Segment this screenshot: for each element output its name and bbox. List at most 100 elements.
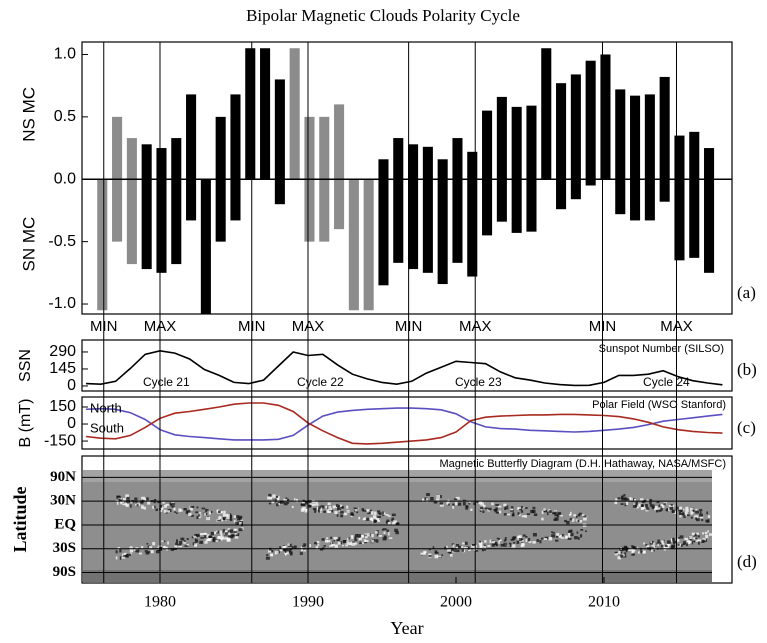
texture bbox=[446, 502, 448, 505]
texture bbox=[331, 542, 333, 544]
texture bbox=[161, 540, 164, 542]
cycle-label: Cycle 23 bbox=[455, 375, 502, 389]
texture bbox=[188, 513, 191, 516]
texture bbox=[371, 540, 374, 543]
texture bbox=[120, 556, 122, 559]
texture bbox=[309, 505, 311, 507]
texture bbox=[363, 517, 366, 520]
texture bbox=[446, 546, 448, 548]
panel-title: Magnetic Butterfly Diagram (D.H. Hathawa… bbox=[440, 458, 726, 470]
texture bbox=[204, 513, 206, 515]
texture bbox=[272, 494, 275, 497]
texture bbox=[216, 531, 218, 533]
texture bbox=[187, 538, 189, 540]
texture bbox=[683, 509, 685, 511]
texture bbox=[641, 504, 644, 507]
bar bbox=[216, 117, 226, 179]
texture bbox=[369, 517, 372, 520]
texture bbox=[143, 507, 145, 510]
texture bbox=[340, 511, 344, 513]
texture bbox=[355, 509, 358, 512]
texture bbox=[525, 539, 527, 542]
texture bbox=[662, 505, 664, 508]
texture bbox=[434, 502, 438, 504]
texture bbox=[154, 502, 156, 504]
texture bbox=[276, 496, 278, 498]
texture bbox=[130, 550, 133, 553]
texture bbox=[190, 506, 194, 508]
texture bbox=[533, 533, 537, 536]
y-tick-label: 90S bbox=[53, 564, 76, 580]
texture bbox=[523, 534, 526, 536]
texture bbox=[385, 537, 387, 540]
texture bbox=[709, 533, 712, 536]
texture bbox=[196, 506, 198, 508]
texture bbox=[669, 507, 673, 510]
texture bbox=[615, 553, 617, 555]
bar bbox=[556, 83, 566, 179]
texture bbox=[685, 509, 688, 512]
texture bbox=[513, 536, 516, 538]
texture bbox=[362, 508, 364, 511]
texture bbox=[577, 531, 579, 533]
texture bbox=[570, 533, 573, 536]
y-tick-label: 150 bbox=[49, 398, 76, 415]
texture bbox=[564, 520, 567, 522]
texture bbox=[624, 546, 627, 548]
texture bbox=[141, 502, 144, 504]
texture bbox=[687, 515, 690, 517]
texture bbox=[326, 510, 329, 513]
texture bbox=[635, 502, 637, 505]
texture bbox=[643, 543, 645, 545]
texture bbox=[375, 531, 378, 534]
bar bbox=[304, 179, 314, 241]
texture bbox=[511, 544, 515, 547]
texture bbox=[183, 508, 185, 510]
texture bbox=[227, 514, 230, 517]
texture bbox=[377, 516, 381, 518]
texture bbox=[126, 554, 128, 557]
texture bbox=[211, 511, 213, 513]
bar bbox=[216, 179, 226, 241]
texture bbox=[276, 503, 278, 506]
texture bbox=[507, 514, 510, 516]
texture bbox=[534, 513, 537, 516]
texture bbox=[495, 507, 498, 509]
texture bbox=[698, 539, 702, 541]
texture bbox=[294, 545, 297, 548]
texture bbox=[350, 512, 353, 515]
texture bbox=[699, 514, 703, 517]
texture bbox=[706, 511, 708, 514]
texture bbox=[643, 551, 645, 554]
texture bbox=[463, 502, 466, 505]
texture bbox=[683, 541, 686, 544]
phase-label: MIN bbox=[395, 318, 423, 335]
cycle-label: Cycle 22 bbox=[297, 375, 344, 389]
texture bbox=[698, 541, 700, 544]
texture bbox=[422, 553, 425, 556]
bar bbox=[290, 48, 300, 179]
y-axis-label: Latitude bbox=[10, 486, 30, 552]
x-tick-label: 1990 bbox=[292, 594, 324, 611]
texture bbox=[574, 536, 578, 539]
texture bbox=[178, 544, 181, 546]
texture bbox=[284, 502, 288, 505]
texture bbox=[679, 515, 681, 517]
y-tick-label: 290 bbox=[49, 343, 76, 360]
texture bbox=[180, 538, 184, 541]
bar bbox=[586, 61, 596, 180]
texture bbox=[267, 496, 270, 499]
texture bbox=[479, 541, 481, 543]
texture bbox=[650, 541, 652, 543]
bar bbox=[482, 111, 492, 180]
texture bbox=[358, 517, 360, 519]
texture bbox=[521, 506, 523, 508]
texture bbox=[492, 544, 496, 547]
texture bbox=[518, 507, 521, 509]
texture bbox=[204, 535, 206, 538]
texture bbox=[532, 541, 535, 544]
y-tick-label: 0 bbox=[67, 415, 76, 432]
y-tick-label: 30S bbox=[53, 540, 76, 556]
texture bbox=[655, 506, 658, 509]
texture bbox=[571, 530, 573, 533]
